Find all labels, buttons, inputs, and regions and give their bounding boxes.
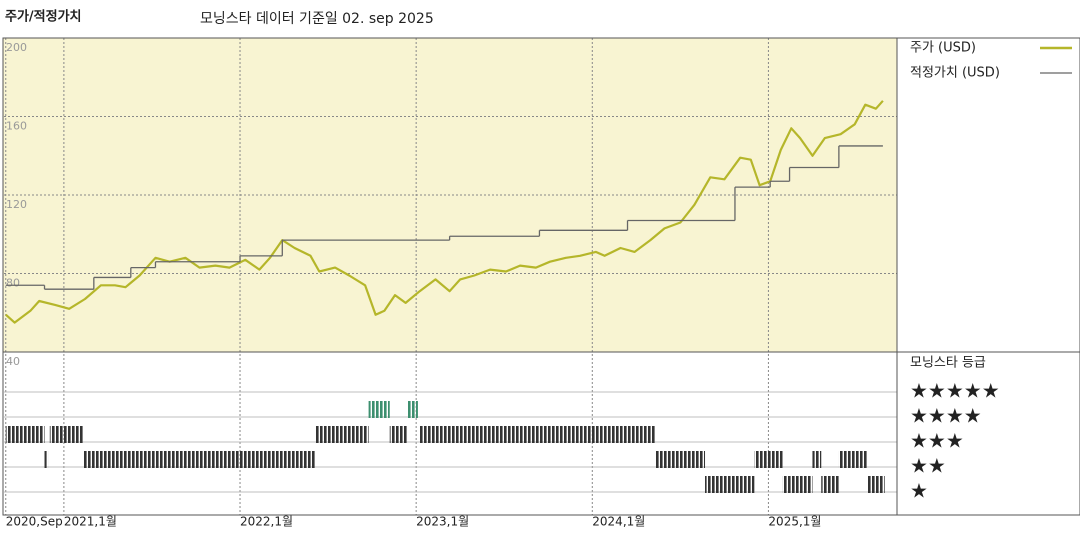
rating-segment — [389, 426, 408, 443]
rating-segment — [5, 426, 45, 443]
x-tick-label: 2025,1월 — [768, 515, 821, 529]
rating-segment — [419, 426, 656, 443]
rating-segment — [44, 451, 49, 468]
rating-segment — [368, 401, 390, 418]
price-line — [5, 100, 884, 324]
rating-segment — [782, 476, 813, 493]
rating-label: ★★★★ — [910, 404, 982, 428]
y-tick-label: 160 — [6, 120, 27, 133]
frame — [2, 37, 1080, 516]
rating-segment — [49, 426, 84, 443]
rating-label: ★★ — [910, 454, 946, 478]
rating-segment — [812, 451, 822, 468]
y-tick-label: 80 — [6, 277, 20, 290]
rating-segment — [838, 451, 868, 468]
rating-segment — [821, 476, 839, 493]
legend-label: 주가 (USD) — [910, 41, 976, 56]
rating-label: ★★★ — [910, 429, 964, 453]
rating-segment — [83, 451, 316, 468]
x-tick-label: 2020,Sep — [6, 515, 63, 529]
ratings-title: 모닝스타 등급 — [910, 356, 986, 371]
rating-segment — [407, 401, 418, 418]
y-tick-label: 40 — [6, 355, 20, 368]
rating-segment — [655, 451, 706, 468]
x-tick-label: 2023,1월 — [416, 515, 469, 529]
chart-subtitle: 모닝스타 데이터 기준일 02. sep 2025 — [200, 11, 434, 27]
x-tick-label: 2022,1월 — [240, 515, 293, 529]
rating-segment — [867, 476, 885, 493]
x-tick-label: 2021,1월 — [64, 515, 117, 529]
rating-segment — [705, 476, 755, 493]
y-tick-label: 120 — [6, 198, 27, 211]
rating-label: ★★★★★ — [910, 379, 1000, 403]
rating-label: ★ — [910, 479, 928, 503]
rating-segment — [754, 451, 783, 468]
legend-label: 적정가치 (USD) — [910, 66, 1000, 81]
y-tick-label: 200 — [6, 41, 27, 54]
rating-segment — [315, 426, 369, 443]
x-tick-label: 2024,1월 — [592, 515, 645, 529]
chart-title: 주가/적정가치 — [5, 9, 82, 25]
